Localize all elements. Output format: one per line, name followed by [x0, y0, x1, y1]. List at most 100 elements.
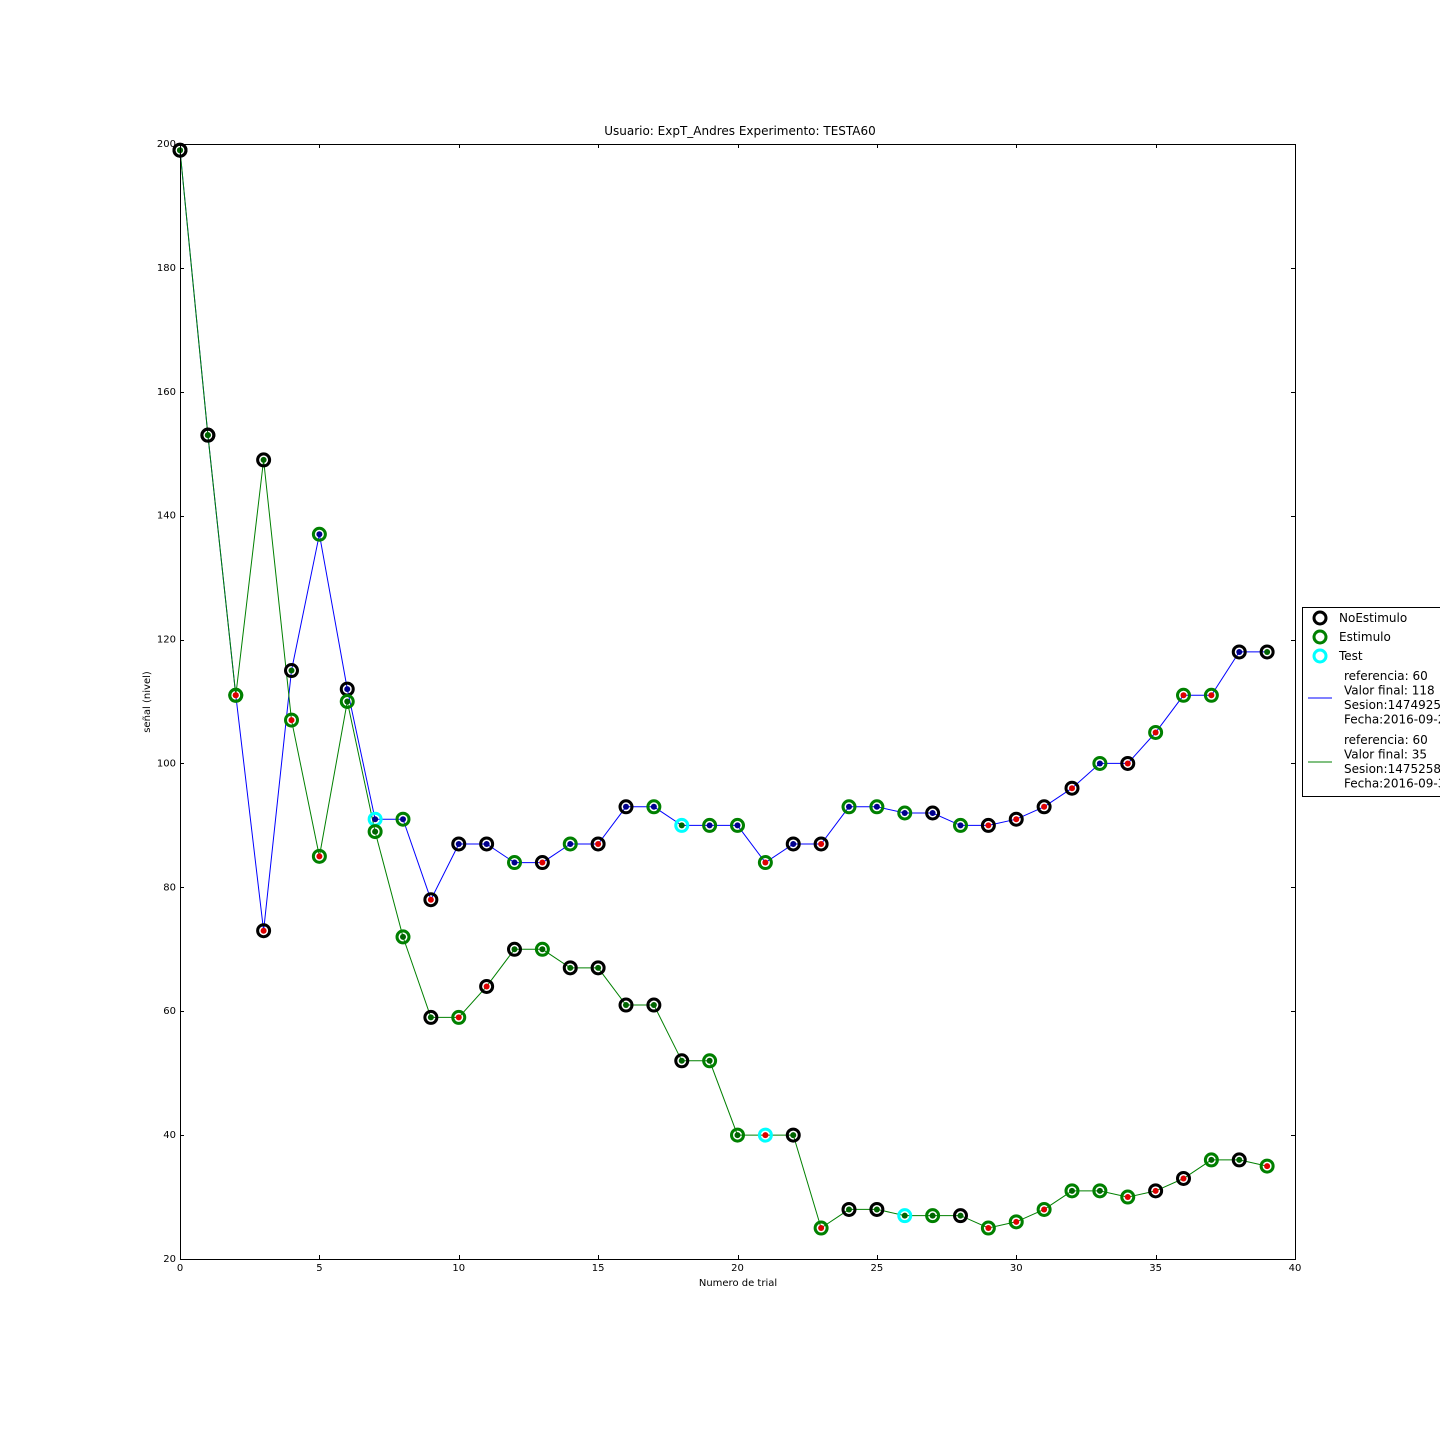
data-point-dot: [1096, 1187, 1103, 1194]
data-point: [646, 799, 662, 815]
data-point-ring: [1259, 644, 1275, 660]
data-point: [451, 836, 467, 852]
data-point-dot: [1208, 1156, 1215, 1163]
data-point-dot: [762, 1132, 769, 1139]
data-point: [1259, 644, 1275, 660]
data-point: [618, 997, 634, 1013]
data-point-dot: [1069, 1187, 1075, 1194]
data-point-ring: [646, 799, 662, 815]
data-point: [1176, 1170, 1191, 1186]
data-point-dot: [818, 840, 825, 847]
data-point: [925, 805, 941, 821]
data-point-ring: [1064, 780, 1080, 796]
data-point-dot: [1264, 648, 1271, 655]
data-point-ring: [395, 929, 411, 945]
data-point-ring: [590, 836, 606, 852]
data-point-dot: [483, 840, 490, 847]
data-point: [284, 712, 299, 728]
data-point: [1036, 799, 1052, 815]
series-line-2: [179, 150, 1268, 1229]
data-point: [785, 1127, 801, 1143]
data-point-dot: [511, 946, 518, 953]
data-point-ring: [284, 712, 299, 728]
data-point: [395, 929, 411, 945]
data-point-dot: [790, 840, 797, 847]
legend-label: NoEstimulo: [1339, 611, 1407, 625]
data-point-dot: [1152, 729, 1159, 736]
data-point-dot: [706, 822, 713, 829]
data-point-dot: [650, 1002, 657, 1009]
data-point: [1259, 1158, 1275, 1174]
data-point-dot: [762, 859, 769, 866]
data-point-dot: [455, 840, 462, 847]
data-point-dot: [1208, 692, 1215, 699]
x-tick-label: 15: [592, 1263, 605, 1274]
data-point-dot: [1041, 1206, 1048, 1213]
data-point: [311, 848, 327, 864]
legend-label: Test: [1338, 649, 1363, 663]
legend-marker: [1312, 629, 1328, 645]
legend-marker: [1312, 648, 1328, 664]
data-point-ring: [785, 836, 801, 852]
data-point-dot: [846, 1206, 852, 1213]
data-point-dot: [1069, 785, 1075, 792]
data-point-ring: [284, 663, 299, 679]
y-tick-label: 160: [157, 387, 176, 398]
data-point-ring: [562, 836, 578, 852]
data-point-ring: [1036, 1201, 1052, 1217]
data-point-ring: [479, 978, 495, 994]
data-point: [785, 836, 801, 852]
data-point: [507, 941, 522, 957]
data-point: [841, 1201, 857, 1217]
data-point-dot: [400, 816, 406, 823]
legend-series-text: Valor final: 118: [1344, 684, 1435, 698]
data-point: [479, 836, 495, 852]
legend-series-text: Valor final: 35: [1344, 748, 1427, 762]
data-point-ring: [200, 427, 216, 443]
data-point-ring: [451, 836, 467, 852]
data-point: [395, 811, 411, 827]
data-point-ring: [1148, 1183, 1164, 1199]
data-point-ring: [590, 960, 606, 976]
data-point-ring: [311, 526, 327, 542]
data-point-dot: [734, 822, 741, 829]
data-point: [590, 836, 606, 852]
data-point-ring: [953, 817, 968, 833]
data-point-dot: [1236, 648, 1243, 655]
data-point: [897, 805, 913, 821]
data-point-ring: [897, 1208, 913, 1224]
data-point-dot: [288, 667, 295, 674]
data-point: [1008, 811, 1024, 827]
data-point-dot: [873, 1206, 880, 1213]
x-axis-title: Numero de trial: [699, 1278, 777, 1289]
data-point: [813, 836, 829, 852]
data-point: [200, 427, 216, 443]
data-point: [869, 799, 885, 815]
data-point-dot: [929, 1212, 936, 1219]
data-point: [869, 1201, 885, 1217]
data-point: [953, 1208, 968, 1224]
data-point: [1176, 687, 1191, 703]
series-line-1: [179, 150, 1268, 931]
data-point-ring: [925, 805, 941, 821]
legend-label: Estimulo: [1339, 630, 1391, 644]
data-point-dot: [372, 828, 379, 835]
data-point: [423, 892, 439, 908]
data-point-ring: [423, 892, 439, 908]
data-point-dot: [818, 1225, 825, 1232]
data-point-ring: [256, 452, 272, 468]
data-point-dot: [985, 1225, 992, 1232]
data-point: [730, 1127, 745, 1143]
data-point-ring: [757, 855, 773, 871]
data-point: [479, 978, 495, 994]
data-point-dot: [1180, 692, 1187, 699]
data-point-ring: [507, 941, 522, 957]
data-point-ring: [841, 799, 857, 815]
data-point: [1148, 1183, 1164, 1199]
data-point-dot: [344, 698, 351, 705]
data-point: [562, 836, 578, 852]
chart-title: Usuario: ExpT_Andres Experimento: TESTA6…: [604, 124, 876, 138]
